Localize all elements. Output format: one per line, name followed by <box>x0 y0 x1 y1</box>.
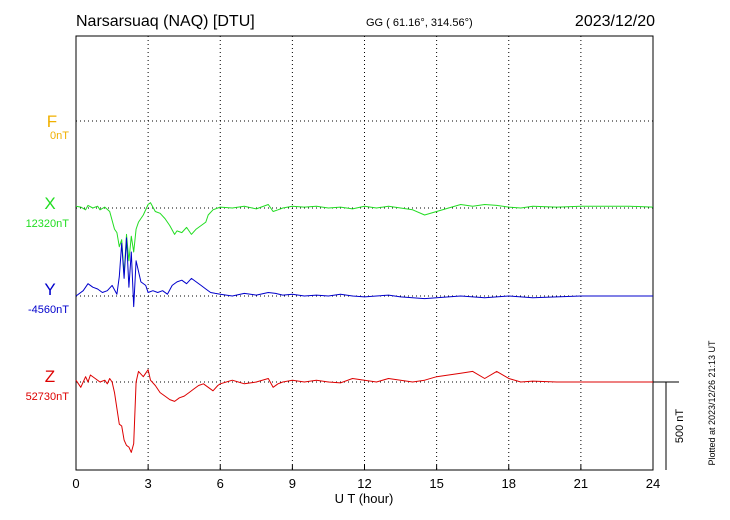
series-labels: F 0nT X 12320nT Y -4560nT Z 52730nT <box>26 112 70 403</box>
series-label-f: F <box>47 112 57 131</box>
series-label-z: Z <box>45 367 55 386</box>
series-lines <box>75 202 654 453</box>
station-title: Narsarsuaq (NAQ) [DTU] <box>76 13 255 30</box>
date-label: 2023/12/20 <box>575 13 655 30</box>
baseline-label-f: 0nT <box>50 130 69 142</box>
series-line-y <box>75 237 653 308</box>
scale-bar-label: 500 nT <box>674 409 686 444</box>
series-line-z <box>75 369 653 453</box>
vertical-grid <box>147 36 582 470</box>
x-tick-label-18: 18 <box>502 476 516 491</box>
baseline-label-z: 52730nT <box>26 391 70 403</box>
plotted-at-note: Plotted at 2023/12/26 21:13 UT <box>707 340 717 466</box>
x-tick-label-12: 12 <box>357 476 371 491</box>
x-tick-label-6: 6 <box>217 476 224 491</box>
x-tick-label-24: 24 <box>646 476 660 491</box>
baseline-label-y: -4560nT <box>28 304 69 316</box>
x-tick-label-0: 0 <box>72 476 79 491</box>
x-axis-ticks: 0 3 6 9 12 15 18 21 24 <box>72 465 660 491</box>
x-tick-label-15: 15 <box>429 476 443 491</box>
x-tick-label-21: 21 <box>574 476 588 491</box>
baseline-label-x: 12320nT <box>26 218 70 230</box>
coordinates-label: GG ( 61.16°, 314.56°) <box>366 17 473 29</box>
series-label-x: X <box>44 194 55 213</box>
series-label-y: Y <box>44 280 55 299</box>
x-tick-label-3: 3 <box>145 476 152 491</box>
series-line-x <box>75 202 654 276</box>
x-axis-label: U T (hour) <box>335 491 394 506</box>
x-tick-label-9: 9 <box>289 476 296 491</box>
scale-bar: 500 nT <box>653 381 686 470</box>
